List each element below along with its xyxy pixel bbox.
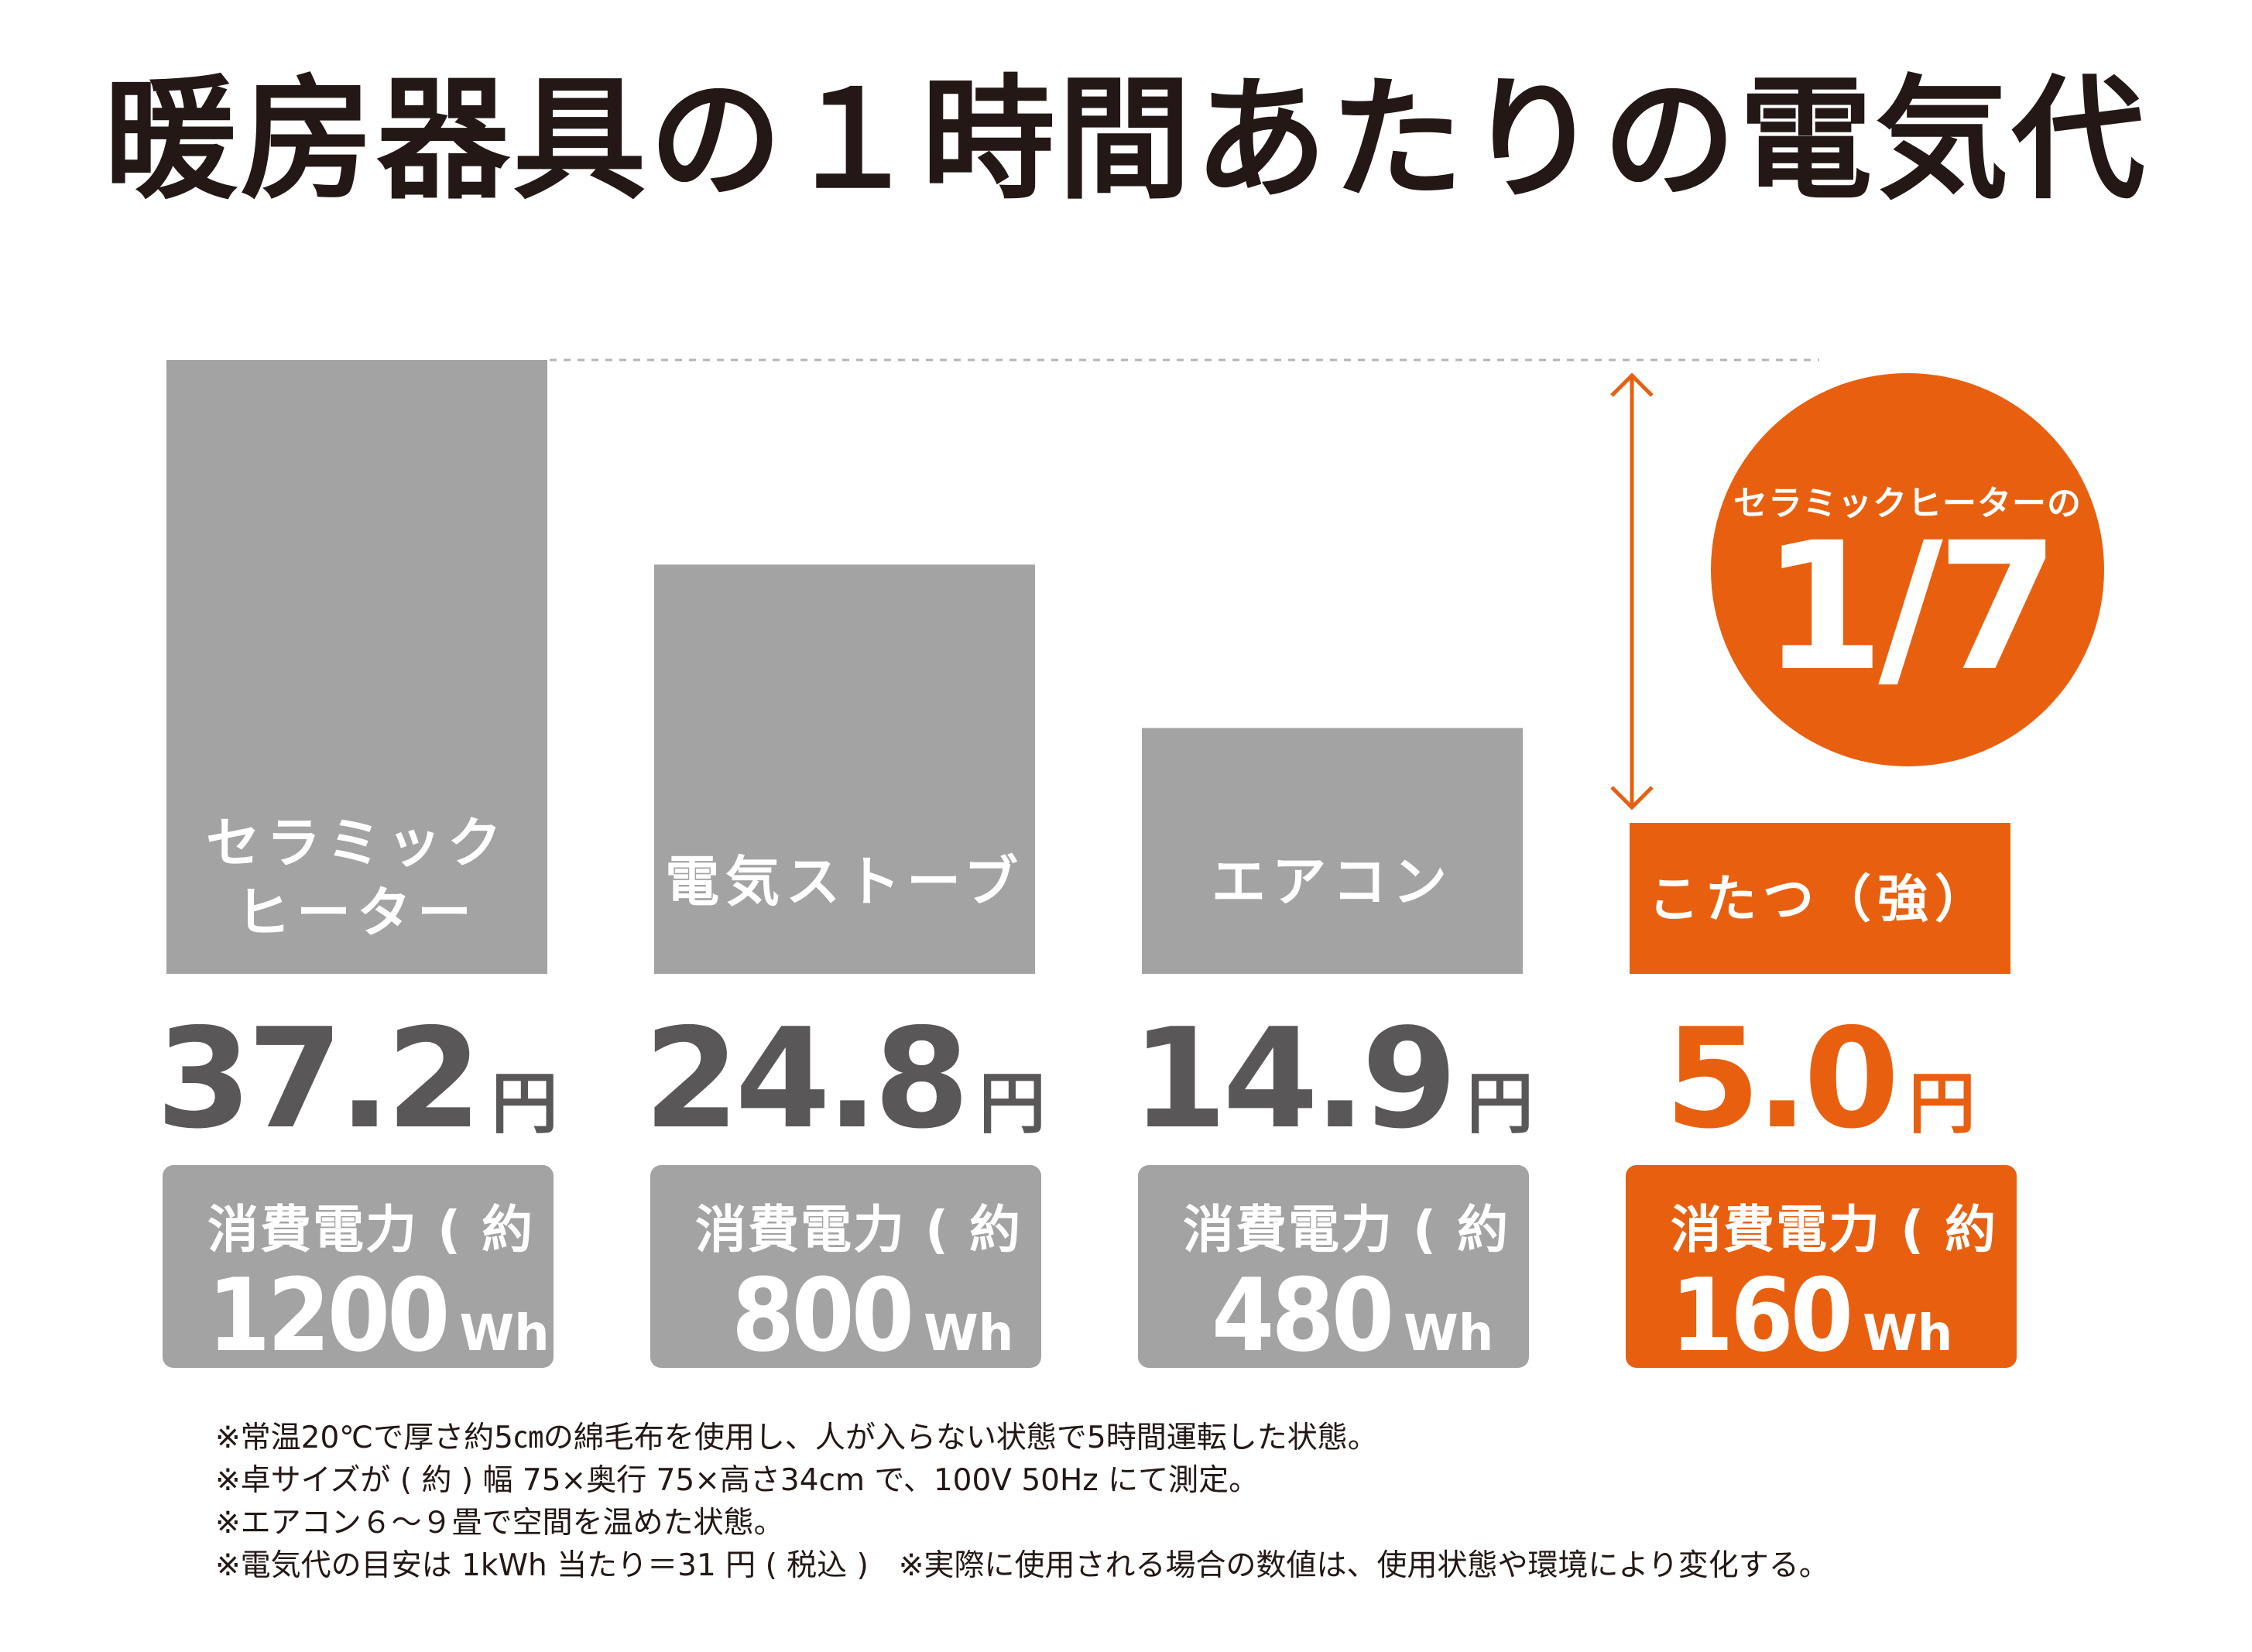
power-box-0: 消費電力 ( 約 ) 1200 Wh [163,1165,577,1374]
bar-label-0: セラミック ヒーター [166,809,547,948]
price-unit: 円 [979,1065,1046,1143]
bar-label-2: エアコン [1142,848,1523,917]
bar-label-line: エアコン [1212,850,1453,913]
bar-label-1: 電気ストーブ [654,848,1035,917]
power-caption: 消費電力 ( 約 ) [1671,1200,2042,1260]
bar-chart [166,358,2010,974]
power-value: 480 [1212,1256,1394,1374]
bar-0 [166,360,547,974]
bar-3 [1630,823,2010,974]
price-3: 5.0 円 [1630,999,2010,1159]
bar-label-line: こたつ（強） [1648,869,1992,929]
power-unit: Wh [459,1305,550,1362]
page-title: 暖房器具の１時間あたりの電気代 [104,62,2148,218]
power-unit: Wh [1863,1305,1953,1362]
bar-label-line: ヒーター [236,880,478,944]
bar-label-line: 電気ストーブ [665,850,1024,913]
price-unit: 円 [491,1065,558,1143]
power-reading: 160 Wh [1671,1256,1952,1374]
power-caption: 消費電力 ( 約 ) [207,1200,579,1260]
price-value: 24.8 [643,999,969,1159]
ratio-badge: セラミックヒーターの 1/7 [1711,373,2104,766]
price-1: 24.8 円 [643,999,1045,1159]
footnotes: ※常温20℃で厚さ約5㎝の綿毛布を使用し、人が入らない状態で5時間運転した状態。… [215,1417,1829,1587]
power-caption: 消費電力 ( 約 ) [695,1200,1067,1260]
power-value: 800 [732,1256,914,1374]
bar-label-3: こたつ（強） [1630,867,2010,932]
power-value: 1200 [207,1256,451,1374]
price-value: 5.0 [1664,999,1899,1159]
price-0: 37.2 円 [156,999,557,1159]
power-reading: 800 Wh [732,1256,1013,1374]
ratio-badge-caption: セラミックヒーターの [1733,484,2082,523]
power-reading: 480 Wh [1212,1256,1493,1374]
gap-arrow-head-up [1610,372,1654,397]
power-unit: Wh [924,1305,1014,1362]
gap-arrow-head-down [1610,786,1654,811]
price-value: 37.2 [156,999,482,1159]
price-2: 14.9 円 [1131,999,1533,1159]
price-value: 14.9 [1131,999,1457,1159]
price-unit: 円 [1466,1065,1534,1143]
bar-2 [1142,728,1523,974]
power-reading: 1200 Wh [207,1256,550,1374]
power-box-1: 消費電力 ( 約 ) 800 Wh [650,1165,1064,1374]
power-caption: 消費電力 ( 約 ) [1183,1200,1554,1260]
power-box-2: 消費電力 ( 約 ) 480 Wh [1138,1165,1552,1374]
ratio-badge-value: 1/7 [1761,504,2060,710]
footnote: ※卓サイズが ( 約 ) 幅 75×奥行 75×高さ34cm で、100V 50… [215,1463,1260,1498]
bar-label-line: セラミック [206,811,508,875]
power-value: 160 [1671,1256,1853,1374]
bar-1 [654,564,1035,974]
footnote: ※電気代の目安は 1kWh 当たり＝31 円 ( 税込 ) ※実際に使用される場… [215,1548,1829,1583]
price-unit: 円 [1908,1065,1976,1143]
footnote: ※エアコン６～９畳で空間を温めた状態。 [215,1506,784,1541]
footnote: ※常温20℃で厚さ約5㎝の綿毛布を使用し、人が入らない状態で5時間運転した状態。 [215,1421,1378,1455]
power-box-3: 消費電力 ( 約 ) 160 Wh [1626,1165,2040,1374]
power-unit: Wh [1404,1305,1494,1362]
